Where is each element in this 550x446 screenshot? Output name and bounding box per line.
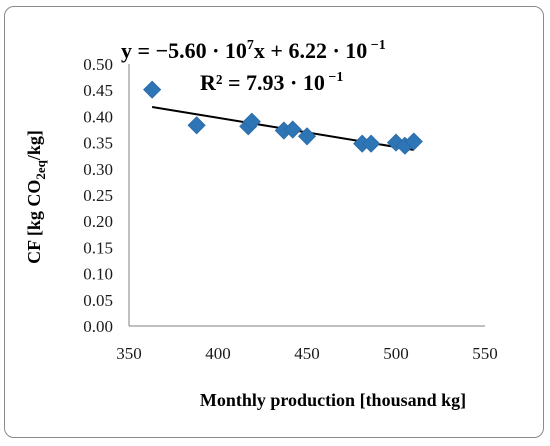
y-tick-label: 0.00 — [83, 317, 113, 336]
y-tick-label: 0.20 — [83, 212, 113, 231]
y-tick-labels: 0.00 0.05 0.10 0.15 0.20 0.25 0.30 0.35 0.40 0.45… — [83, 55, 113, 336]
data-points — [143, 80, 423, 155]
chart-frame — [4, 6, 544, 438]
data-point — [297, 127, 317, 146]
x-tick-label: 450 — [294, 344, 320, 363]
y-tick-label: 0.10 — [83, 265, 113, 284]
y-tick-label: 0.35 — [83, 134, 113, 153]
y-tick-label: 0.50 — [83, 55, 113, 74]
y-tick-label: 0.25 — [83, 186, 113, 205]
y-tick-label: 0.30 — [83, 160, 113, 179]
x-tick-labels: 350 400 450 500 550 — [116, 344, 498, 363]
x-tick-label: 550 — [472, 344, 498, 363]
y-tick-label: 0.45 — [83, 81, 113, 100]
plot-area: 0.00 0.05 0.10 0.15 0.20 0.25 0.30 0.35 0.40 0.45… — [83, 55, 498, 363]
x-tick-label: 500 — [383, 344, 409, 363]
r-squared-label: R² = 7.93 · 10 −1 — [200, 70, 343, 95]
y-tick-label: 0.40 — [83, 107, 113, 126]
y-tick-label: 0.15 — [83, 238, 113, 257]
data-point — [143, 80, 162, 99]
data-point — [242, 112, 261, 131]
trendline-equation: y = −5.60 · 107x + 6.22 · 10 −1 — [121, 38, 386, 63]
y-axis-title: CF [kg CO2eq/kg] — [24, 130, 48, 264]
x-tick-label: 400 — [205, 344, 231, 363]
data-point — [362, 134, 381, 153]
data-point — [187, 116, 206, 135]
data-point — [283, 120, 302, 139]
y-tick-label: 0.05 — [83, 291, 113, 310]
data-point — [404, 132, 423, 151]
x-axis-title: Monthly production [thousand kg] — [200, 390, 466, 410]
x-tick-label: 350 — [116, 344, 142, 363]
